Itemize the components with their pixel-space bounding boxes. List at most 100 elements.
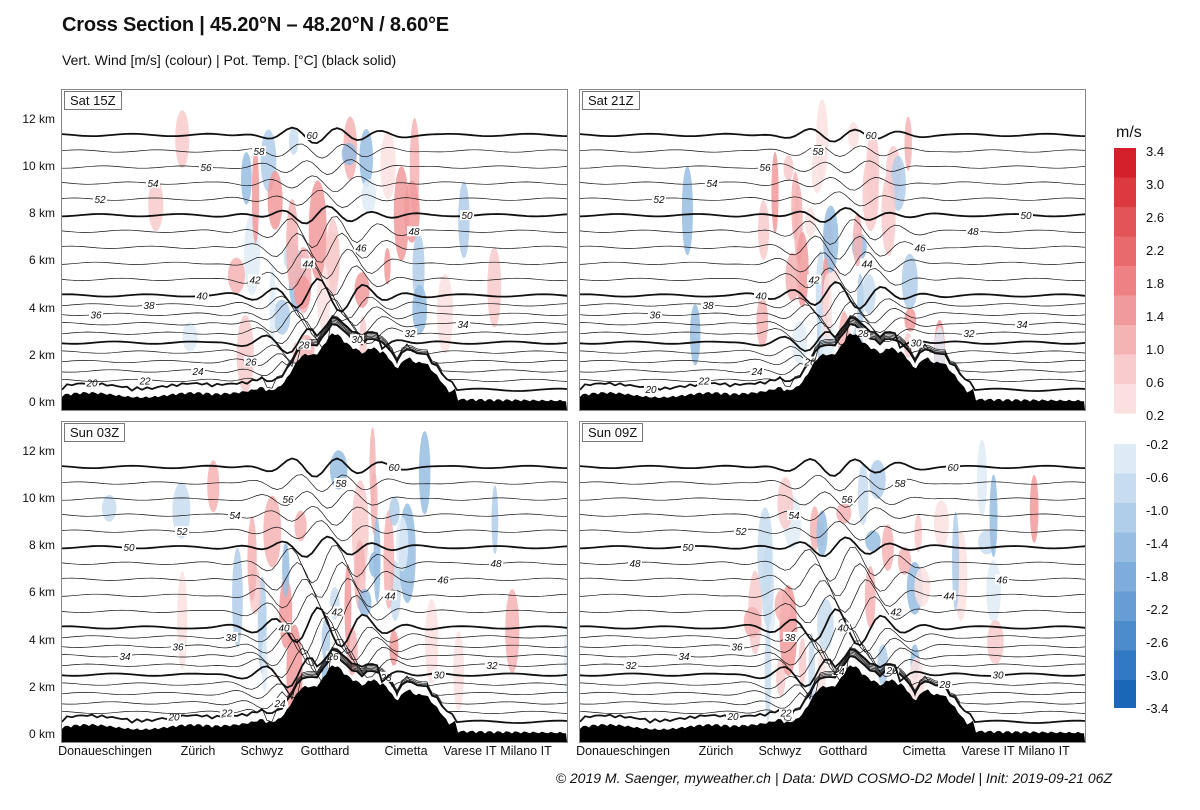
wind-cell <box>1029 474 1039 543</box>
isentrope-line <box>62 315 567 349</box>
colorbar-segment-negative <box>1114 473 1136 503</box>
isentrope-line <box>580 458 1085 477</box>
isentrope-label: 36 <box>731 642 743 653</box>
wind-cell <box>862 155 879 232</box>
isentrope-label: 44 <box>861 259 873 270</box>
colorbar-tick-label: -1.8 <box>1146 569 1169 584</box>
isentrope-label: 36 <box>172 642 184 653</box>
isentrope-line <box>62 319 567 368</box>
isentrope-line <box>62 654 567 723</box>
wind-cell <box>389 630 399 666</box>
x-tick-label: Milano IT <box>1018 744 1070 758</box>
isentrope-line <box>580 490 1085 508</box>
y-tick-label: 10 km <box>22 491 55 505</box>
y-tick-label: 12 km <box>22 111 55 126</box>
cross-section-plot: 20 22 24 26 28 30 32 34 36 38 40 42 44 46 48 50 52 54 56 58… <box>580 98 1085 410</box>
isentrope-label: 20 <box>726 712 739 723</box>
isentrope-line <box>580 640 1085 674</box>
isentrope-line <box>580 546 1085 582</box>
isentrope-line <box>62 652 567 710</box>
isentrope-label: 30 <box>910 339 922 350</box>
isentrope-label: 58 <box>894 479 906 490</box>
y-tick-label: 8 km <box>28 206 55 221</box>
wind-cell <box>864 565 876 628</box>
isentrope-label: 26 <box>244 358 257 369</box>
isentrope-line <box>580 127 1085 143</box>
isentrope-line <box>62 159 567 175</box>
cross-section-panel: 20 22 24 26 28 30 32 34 36 38 40 42 44 46 48 50 52 54 56 58… <box>61 89 568 411</box>
isentrope-label: 32 <box>963 329 975 340</box>
isentrope-label: 50 <box>123 543 135 554</box>
wind-cell <box>816 510 828 557</box>
isentrope-label: 44 <box>384 591 396 602</box>
colorbar-tick-label: -2.2 <box>1146 602 1169 617</box>
isentrope-line <box>580 144 1085 157</box>
wind-cell <box>294 275 311 309</box>
isentrope-label: 58 <box>335 479 347 490</box>
wind-cell <box>491 485 499 554</box>
wind-cell <box>453 631 464 711</box>
colorbar-segment-negative <box>1114 444 1136 474</box>
wind-cell <box>796 232 809 308</box>
isentrope-label: 38 <box>143 301 155 312</box>
colorbar-segment-positive <box>1114 266 1136 296</box>
isentrope-label: 40 <box>837 623 849 634</box>
isentrope-line <box>62 505 567 526</box>
colorbar-segment-positive <box>1114 354 1136 384</box>
colorbar-tick-label: 0.2 <box>1146 408 1165 423</box>
wind-cell <box>881 172 896 256</box>
isentrope-line <box>62 606 567 648</box>
terrain-profile <box>580 665 1085 742</box>
colorbar-tick-label: 1.0 <box>1146 342 1165 357</box>
wind-cell <box>869 459 886 500</box>
colorbar-tick-label: -1.4 <box>1146 536 1169 551</box>
copyright-footer: © 2019 M. Saenger, myweather.ch | Data: … <box>555 770 1112 786</box>
isentrope-label: 32 <box>486 661 498 672</box>
colorbar-tick-label: 3.0 <box>1146 177 1165 192</box>
isentrope-label: 20 <box>167 712 180 723</box>
isentrope-label: 20 <box>644 385 657 396</box>
wind-cell <box>344 564 352 649</box>
isentrope-line <box>580 647 1085 682</box>
isentrope-label: 56 <box>759 163 771 174</box>
isentrope-line <box>580 651 1085 700</box>
isentrope-line <box>62 318 567 364</box>
wind-cell <box>383 510 395 610</box>
isentrope-label: 40 <box>278 623 290 634</box>
isentrope-line <box>580 280 1085 310</box>
x-tick-label: Cimetta <box>384 744 428 758</box>
isentrope-label: 42 <box>808 275 820 286</box>
wind-cell <box>308 180 327 280</box>
isentrope-line <box>580 320 1085 375</box>
wind-cell <box>505 589 520 673</box>
isentrope-line <box>62 320 567 376</box>
isentrope-line <box>580 206 1085 223</box>
isentrope-line <box>62 309 567 341</box>
isentrope-label: 34 <box>457 320 469 331</box>
isentrope-label: 22 <box>138 376 151 387</box>
wind-cell <box>761 546 774 628</box>
x-tick-label: Varese IT <box>443 744 497 758</box>
isentrope-label: 54 <box>147 179 159 190</box>
colorbar-segment-positive <box>1114 384 1136 414</box>
x-tick-label: Zürich <box>180 744 216 758</box>
cross-section-panel: 20 22 24 26 28 30 32 34 36 38 40 42 44 46 48 50 52 54 56 58… <box>579 89 1086 411</box>
y-tick-label: 0 km <box>28 395 55 409</box>
isentrope-label: 54 <box>229 511 241 522</box>
wind-cell <box>273 299 291 335</box>
isentrope-line <box>62 489 567 509</box>
isentrope-label: 34 <box>119 652 131 663</box>
colorbar-segment-positive <box>1114 207 1136 237</box>
wind-cell <box>681 166 693 256</box>
isentrope-line <box>580 322 1085 388</box>
isentrope-line <box>580 594 1085 630</box>
isentrope-label: 56 <box>841 495 853 506</box>
isentrope-line <box>580 628 1085 665</box>
x-tick-label: Schwyz <box>240 744 284 758</box>
wind-cell <box>396 516 409 572</box>
y-tick-label: 10 km <box>22 159 55 173</box>
isentrope-line <box>580 506 1085 525</box>
isentropes: 20 22 24 26 28 30 32 34 36 38 40 42 44 46 48 50 52 54 56 58… <box>580 127 1085 396</box>
isentrope-label: 34 <box>1016 320 1028 331</box>
isentrope-line <box>62 545 567 584</box>
